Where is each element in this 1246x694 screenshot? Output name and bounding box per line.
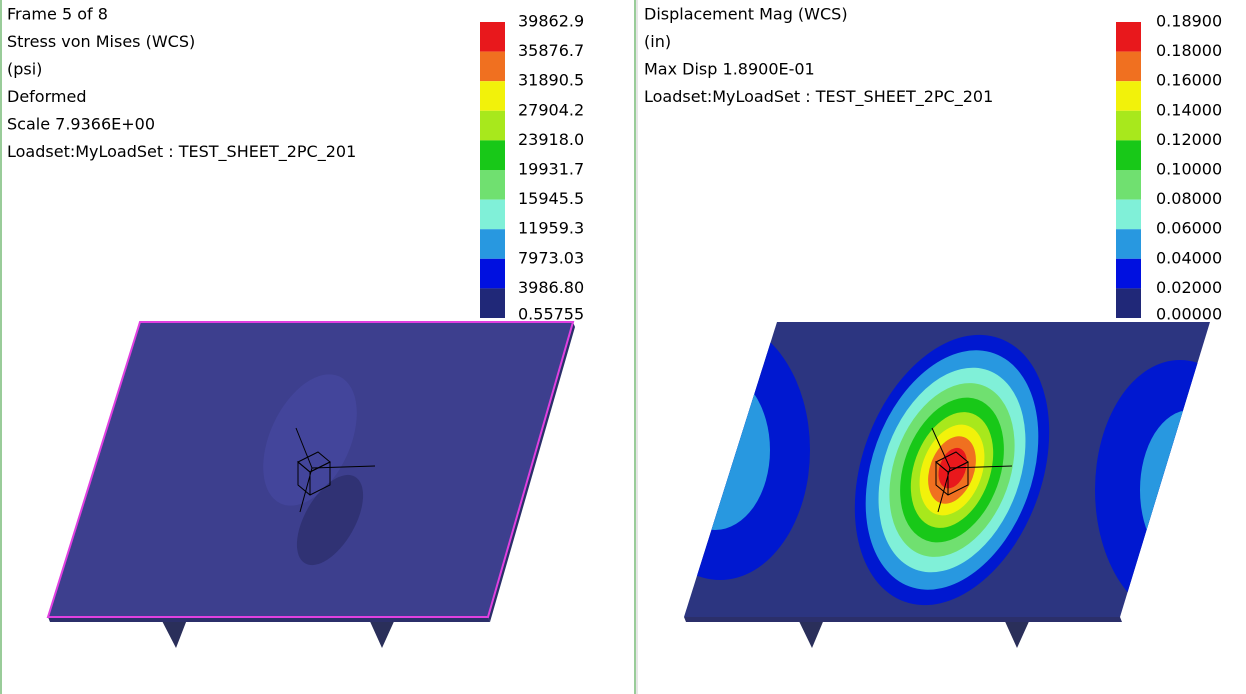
legend-label: 35876.7 (518, 41, 584, 60)
legend-label: 0.06000 (1156, 219, 1222, 238)
legend-label: 0.10000 (1156, 160, 1222, 179)
legend-swatch (480, 170, 505, 200)
legend-swatch (480, 199, 505, 230)
info-line: Loadset:MyLoadSet : TEST_SHEET_2PC_201 (644, 87, 993, 107)
legend-label: 3986.80 (518, 278, 584, 297)
legend-swatch (480, 22, 505, 52)
legend-swatch (1116, 110, 1141, 141)
legend-swatch (480, 229, 505, 259)
legend-swatch (480, 81, 505, 111)
legend-swatch (1116, 140, 1141, 170)
legend-swatch (480, 110, 505, 141)
info-line: Loadset:MyLoadSet : TEST_SHEET_2PC_201 (7, 142, 356, 162)
legend-label: 0.55755 (518, 305, 584, 324)
legend-label: 0.08000 (1156, 189, 1222, 208)
legend-label: 31890.5 (518, 71, 584, 90)
legend-swatch (480, 51, 505, 82)
legend-swatch (1116, 288, 1141, 318)
legend-label: 15945.5 (518, 189, 584, 208)
legend-label: 0.12000 (1156, 130, 1222, 149)
info-line: Deformed (7, 87, 86, 106)
legend-swatch (480, 288, 505, 318)
legend-label: 27904.2 (518, 100, 584, 119)
legend-label: 19931.7 (518, 160, 584, 179)
info-line: Max Disp 1.8900E-01 (644, 60, 815, 79)
legend-swatch (480, 258, 505, 289)
legend-label: 0.16000 (1156, 71, 1222, 90)
info-line: (in) (644, 32, 671, 51)
info-line: Stress von Mises (WCS) (7, 32, 195, 51)
legend-swatch (1116, 199, 1141, 230)
info-line: (psi) (7, 60, 42, 79)
legend-swatch (1116, 81, 1141, 111)
legend-label: 0.00000 (1156, 305, 1222, 324)
legend-swatch (480, 140, 505, 170)
right-model (684, 322, 1210, 648)
legend-label: 0.18900 (1156, 12, 1222, 31)
legend-label: 11959.3 (518, 219, 584, 238)
legend-label: 0.14000 (1156, 100, 1222, 119)
left-model (46, 321, 575, 648)
legend-swatch (1116, 229, 1141, 259)
legend-label: 0.18000 (1156, 41, 1222, 60)
legend-label: 0.02000 (1156, 278, 1222, 297)
legend-label: 0.04000 (1156, 248, 1222, 267)
legend-swatch (1116, 51, 1141, 82)
legend-swatch (1116, 258, 1141, 289)
legend-swatch (1116, 170, 1141, 200)
legend-label: 7973.03 (518, 248, 584, 267)
legend-label: 23918.0 (518, 130, 584, 149)
info-line: Displacement Mag (WCS) (644, 5, 848, 24)
info-line: Scale 7.9366E+00 (7, 115, 155, 134)
legend-label: 39862.9 (518, 12, 584, 31)
info-line: Frame 5 of 8 (7, 5, 108, 24)
legend-swatch (1116, 22, 1141, 52)
